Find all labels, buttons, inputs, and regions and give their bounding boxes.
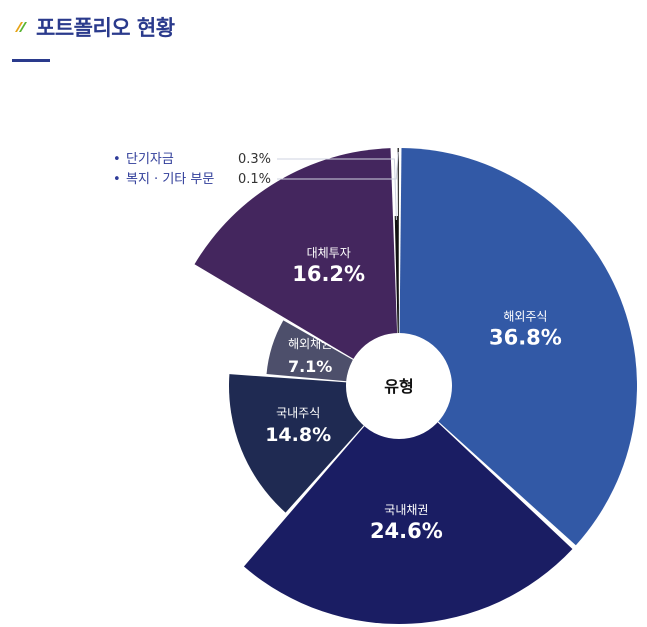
pie-slice-0: [399, 148, 638, 546]
leader-line: [277, 151, 399, 180]
slice-name-label: 해외채권: [288, 337, 332, 351]
slice-percent-label: 14.8%: [265, 424, 331, 446]
legend-bullet: •: [113, 152, 121, 167]
pie-slice-1: [243, 386, 573, 625]
page-header: 포트폴리오 현황: [12, 12, 175, 42]
legend-bullet: •: [113, 172, 121, 187]
slice-name-label: 대체투자: [307, 246, 351, 260]
legend-item-value: 0.1%: [238, 172, 271, 187]
title-underline: [12, 59, 50, 62]
slice-percent-label: 7.1%: [288, 357, 332, 376]
leader-line: [277, 158, 397, 221]
slice-name-label: 국내주식: [276, 406, 320, 420]
small-slice-legend: • 단기자금 0.3% • 복지 · 기타 부문 0.1%: [113, 152, 271, 187]
slice-percent-label: 16.2%: [292, 262, 365, 286]
slice-percent-label: 36.8%: [489, 326, 562, 350]
legend-item-name: 단기자금: [126, 152, 174, 167]
legend-item-value: 0.3%: [238, 152, 271, 167]
logo-icon: [15, 22, 27, 32]
legend-item-name: 복지 · 기타 부문: [126, 172, 214, 187]
slice-name-label: 해외주식: [503, 310, 547, 324]
pie-slice-6: [397, 148, 399, 386]
pie-slice-4: [194, 148, 399, 386]
slice-percent-label: 24.6%: [370, 519, 443, 543]
chart-center-hole: [346, 333, 452, 439]
slice-name-label: 국내채권: [384, 503, 428, 517]
chart-center-label: 유형: [384, 377, 413, 396]
page-title: 포트폴리오 현황: [36, 16, 175, 40]
